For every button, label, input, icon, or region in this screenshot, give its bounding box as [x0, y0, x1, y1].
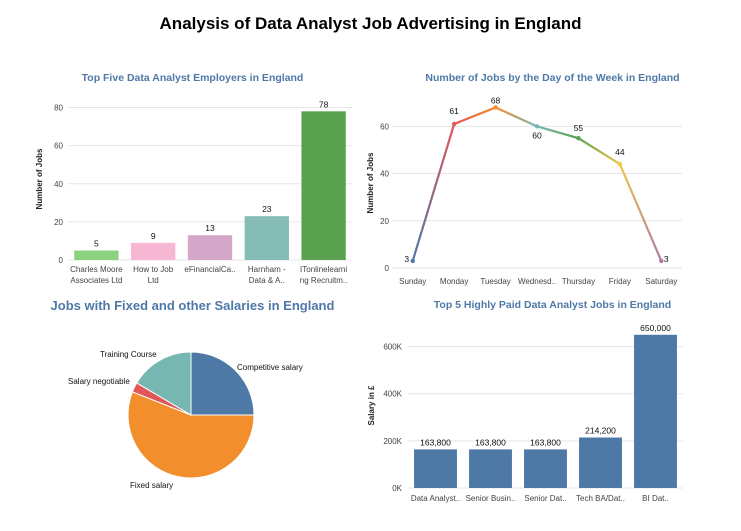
data-label: 60: [532, 130, 542, 140]
bar: [74, 250, 119, 260]
x-tick-label: eFinancialCa..: [184, 265, 235, 274]
x-tick-label: Sunday: [399, 277, 426, 286]
line-segment: [618, 163, 663, 263]
line-segment: [453, 106, 497, 126]
y-tick-label: 60: [54, 142, 63, 151]
x-tick-label: BI Dat..: [642, 494, 669, 503]
bar: [634, 334, 677, 488]
data-label: 163,800: [420, 437, 451, 447]
x-tick-label: Associates Ltd: [70, 276, 122, 285]
bar: [244, 216, 289, 260]
slice-label: Salary negotiable: [68, 377, 130, 386]
y-axis-title: Number of Jobs: [366, 152, 375, 213]
x-tick-label: Data & A..: [249, 276, 285, 285]
data-point: [493, 105, 498, 110]
slice-label: Competitive salary: [237, 363, 303, 372]
x-tick-label: Thursday: [562, 277, 595, 286]
data-label: 5: [94, 238, 99, 248]
line-segment: [577, 137, 621, 166]
x-tick-label: How to Job: [133, 265, 174, 274]
line-segment: [535, 125, 580, 140]
y-tick-label: 40: [380, 170, 389, 179]
weekday-chart-title: Number of Jobs by the Day of the Week in…: [425, 72, 680, 84]
x-tick-label: Friday: [609, 277, 631, 286]
y-tick-label: 0: [385, 264, 390, 273]
data-label: 61: [449, 106, 459, 116]
employers-chart-title: Top Five Data Analyst Employers in Engla…: [81, 72, 304, 84]
x-tick-label: ITonlinelearni: [300, 265, 347, 274]
y-tick-label: 0K: [392, 484, 402, 493]
x-tick-label: Tuesday: [480, 277, 510, 286]
x-tick-label: Charles Moore: [70, 265, 123, 274]
data-label: 9: [151, 231, 156, 241]
data-point: [617, 161, 623, 167]
pie-slice: [190, 351, 255, 416]
pie-slice: [127, 391, 255, 479]
y-tick-label: 80: [54, 104, 63, 113]
data-label: 650,000: [640, 323, 671, 333]
data-label: 23: [262, 204, 272, 214]
top-paid-bar-chart: 0K 200K 400K 600K Salary in £ 163,800 Data Ana…: [367, 323, 683, 503]
data-label: 163,800: [530, 437, 561, 447]
slice-label: Training Course: [100, 350, 157, 359]
x-tick-label: Senior Dat..: [524, 494, 566, 503]
x-tick-label: Monday: [440, 277, 468, 286]
x-tick-label: Senior Busin..: [466, 494, 516, 503]
top-paid-chart-title: Top 5 Highly Paid Data Analyst Jobs in E…: [433, 299, 672, 311]
data-label: 68: [491, 95, 501, 105]
y-tick-label: 60: [380, 122, 389, 131]
data-label: 13: [205, 223, 215, 233]
data-label: 78: [319, 99, 329, 109]
x-tick-label: Wednesd..: [518, 277, 556, 286]
data-point: [410, 258, 415, 264]
line-segment: [411, 122, 456, 263]
x-tick-label: Ltd: [148, 276, 159, 285]
bar: [579, 437, 622, 488]
x-tick-label: Saturday: [645, 277, 677, 286]
data-point: [576, 135, 581, 141]
y-axis-title: Number of Jobs: [35, 148, 44, 209]
data-point: [534, 124, 540, 129]
y-tick-label: 20: [54, 218, 63, 227]
weekday-line-chart: 0 20 40 60 Number of Jobs 3 Sunday 61 Monday 68 Tu…: [366, 95, 682, 286]
y-tick-label: 20: [380, 217, 389, 226]
x-tick-label: Harnham -: [248, 265, 286, 274]
salary-type-chart-title: Jobs with Fixed and other Salaries in En…: [50, 298, 335, 313]
data-label: 55: [574, 123, 584, 133]
y-tick-label: 600K: [383, 343, 402, 352]
y-tick-label: 400K: [383, 390, 402, 399]
data-label: 44: [615, 147, 625, 157]
bar: [414, 449, 457, 488]
x-tick-label: Tech BA/Dat..: [576, 494, 625, 503]
data-point: [659, 258, 664, 264]
bar: [131, 242, 176, 260]
data-point: [451, 121, 457, 127]
slice-label: Fixed salary: [130, 481, 173, 490]
bar: [524, 449, 567, 488]
bar: [187, 235, 233, 260]
employers-bar-chart: 0 20 40 60 80 Number of Jobs 5 Charles Moore Ass…: [35, 99, 352, 285]
y-tick-label: 200K: [383, 437, 402, 446]
y-axis-title: Salary in £: [367, 385, 376, 426]
data-label: 214,200: [585, 426, 616, 436]
data-label: 163,800: [475, 437, 506, 447]
bar: [469, 449, 512, 488]
x-tick-label: ng Recruitm..: [300, 276, 348, 285]
bar: [301, 111, 346, 260]
x-tick-label: Data Analyst..: [411, 494, 460, 503]
data-label: 3: [664, 254, 669, 264]
page-title: Analysis of Data Analyst Job Advertising…: [159, 14, 582, 33]
pie-slice: [136, 351, 192, 416]
salary-type-pie-chart: Competitive salary Fixed salary Salary neg…: [68, 350, 303, 490]
line-segment: [494, 106, 539, 128]
y-tick-label: 40: [54, 180, 63, 189]
y-tick-label: 0: [59, 256, 64, 265]
data-label: 3: [404, 254, 409, 264]
